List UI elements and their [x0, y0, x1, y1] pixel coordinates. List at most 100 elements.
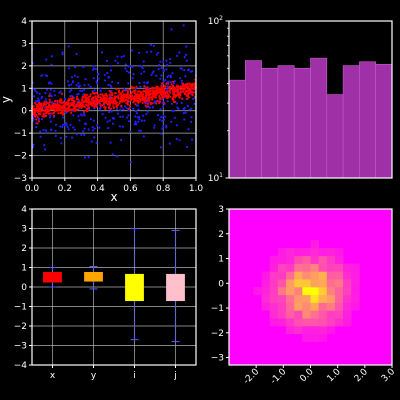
scatter-point-red [115, 88, 118, 91]
scatter-point-blue [45, 88, 49, 91]
y-tick-label: 1 [21, 84, 27, 94]
hist2d-cell [302, 279, 311, 288]
scatter-point-blue [173, 116, 176, 119]
y-tick-label: 3 [218, 205, 224, 215]
scatter-point-blue [162, 80, 165, 83]
scatter-point-blue [73, 74, 76, 77]
scatter-point-blue [155, 53, 158, 56]
scatter-point-blue [153, 124, 156, 127]
scatter-point-blue [109, 64, 112, 68]
scatter-point-blue [185, 53, 188, 57]
scatter-point-red [89, 93, 92, 96]
scatter-point-blue [50, 82, 53, 85]
scatter-point-blue [93, 127, 96, 130]
scatter-point-blue [90, 140, 93, 143]
scatter-point-blue [162, 60, 165, 63]
scatter-point-blue [116, 112, 120, 115]
histogram-bar [228, 79, 246, 179]
scatter-point-blue [134, 122, 137, 125]
scatter-point-blue [123, 87, 126, 91]
scatter-point-blue [70, 83, 73, 86]
hist2d-cell [326, 326, 336, 335]
scatter-point-red [191, 90, 194, 93]
scatter-point-blue [116, 55, 119, 58]
scatter-point-red [53, 100, 57, 103]
scatter-point-blue [129, 161, 133, 164]
scatter-point-red [56, 102, 59, 105]
scatter-point-blue [112, 122, 115, 125]
scatter-point-blue [81, 89, 84, 93]
histogram-bar [342, 65, 360, 179]
scatter-point-red [101, 93, 104, 96]
scatter-point-red [119, 93, 122, 96]
scatter-point-red [117, 94, 120, 97]
scatter-point-blue [164, 79, 167, 82]
scatter-point-blue [157, 51, 160, 54]
scatter-point-blue [67, 67, 71, 70]
scatter-point-red [189, 84, 192, 87]
hist2d-cell [310, 263, 319, 272]
scatter-point-blue [99, 108, 102, 111]
hist2d-cell [351, 279, 360, 288]
y-tick-label: −1 [14, 303, 27, 313]
hist2d-cell [351, 294, 360, 303]
scatter-point-red [93, 92, 97, 95]
scatter-point-blue [62, 123, 65, 126]
scatter-point-blue [106, 71, 109, 75]
scatter-point-blue [188, 108, 191, 111]
hist2d-cell [310, 318, 319, 327]
scatter-point-blue [136, 116, 139, 119]
scatter-point-blue [92, 65, 95, 68]
scatter-point-red [173, 93, 176, 96]
scatter-point-red [53, 105, 56, 108]
scatter-point-red [43, 100, 46, 103]
scatter-point-blue [49, 120, 53, 123]
scatter-point-blue [100, 51, 104, 54]
hist2d-cell [318, 318, 328, 327]
x-tick-label: 1.0 [189, 184, 204, 194]
scatter-point-blue [40, 95, 44, 98]
scatter-point-red [109, 99, 112, 102]
scatter-point-red [100, 99, 103, 102]
hist2d-cell [286, 294, 295, 303]
scatter-point-blue [61, 51, 64, 54]
scatter-point-blue [54, 129, 57, 132]
scatter-point-blue [109, 69, 113, 72]
scatter-point-blue [76, 93, 79, 96]
hist2d-cell [261, 302, 271, 311]
scatter-point-blue [50, 55, 54, 58]
scatter-point-blue [97, 77, 100, 80]
scatter-point-red [170, 83, 173, 86]
scatter-point-blue [45, 131, 48, 134]
scatter-point-blue [79, 89, 82, 92]
scatter-point-blue [77, 85, 80, 88]
hist2d-cell [310, 248, 319, 257]
scatter-point-red [122, 100, 126, 103]
scatter-point-red [171, 92, 174, 95]
hist2d-cell [326, 318, 336, 327]
scatter-point-red [83, 93, 87, 96]
scatter-point-red [112, 100, 115, 103]
scatter-point-red [39, 106, 42, 109]
scatter-point-blue [125, 70, 129, 73]
hist2d-cell [277, 302, 287, 311]
hist2d-cell [302, 294, 311, 303]
scatter-point-blue [107, 75, 110, 79]
scatter-point-blue [182, 107, 185, 111]
scatter-point-red [92, 96, 95, 99]
hist2d-cell [302, 287, 311, 296]
histogram-bar [277, 65, 295, 179]
scatter-point-blue [59, 90, 62, 93]
scatter-point-red [163, 89, 166, 92]
scatter-point-blue [165, 126, 168, 129]
scatter-point-red [121, 100, 124, 103]
scatter-point-blue [169, 74, 172, 77]
scatter-point-blue [81, 114, 84, 117]
scatter-point-red [188, 82, 191, 85]
scatter-point-blue [38, 92, 41, 95]
scatter-point-blue [143, 119, 146, 122]
hist2d-cell [286, 318, 295, 327]
scatter-point-blue [135, 112, 138, 115]
scatter-point-blue [65, 111, 68, 114]
